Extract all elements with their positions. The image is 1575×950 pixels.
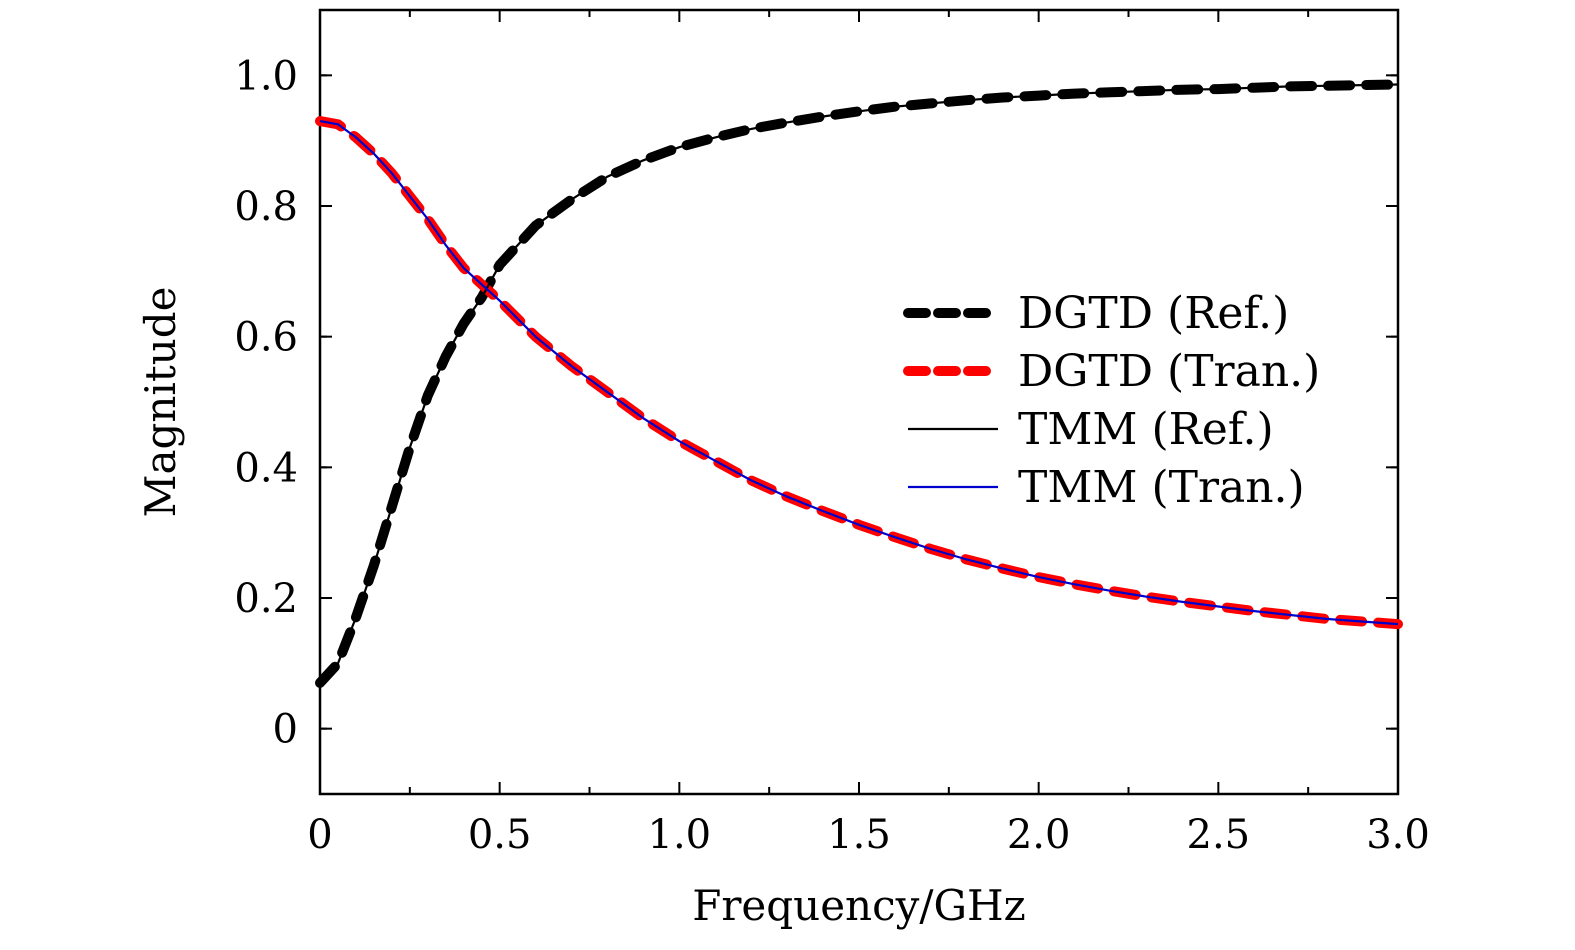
legend-label: DGTD (Ref.)	[1018, 288, 1289, 339]
x-axis-label: Frequency/GHz	[692, 881, 1026, 930]
y-tick-label: 0.8	[234, 184, 298, 230]
y-axis-label: Magnitude	[136, 286, 185, 517]
axis-ticks	[319, 10, 1399, 794]
x-tick-label: 0.5	[468, 812, 532, 858]
x-tick-label: 3.0	[1366, 812, 1430, 858]
x-tick-label: 2.5	[1187, 812, 1251, 858]
y-tick-label: 1.0	[234, 53, 298, 99]
legend: DGTD (Ref.) DGTD (Tran.) TMM (Ref.) TMM (Tr…	[903, 288, 1320, 513]
series-line-3	[319, 83, 1399, 684]
series-line-4	[319, 120, 1399, 626]
y-tick-label: 0.4	[234, 445, 298, 491]
legend-label: TMM (Tran.)	[1018, 462, 1305, 513]
y-tick-label: 0.6	[234, 315, 298, 361]
legend-label: DGTD (Tran.)	[1018, 346, 1320, 397]
x-tick-label: 0	[307, 812, 332, 858]
plot-frame	[318, 8, 1400, 796]
x-tick-label: 1.5	[827, 812, 891, 858]
legend-label: TMM (Ref.)	[1018, 404, 1274, 455]
series-layer	[315, 79, 1403, 688]
y-tick-label: 0	[273, 707, 298, 753]
y-tick-label: 0.2	[234, 576, 298, 622]
x-tick-label: 2.0	[1007, 812, 1071, 858]
x-tick-label: 1.0	[648, 812, 712, 858]
tick-labels: 0 0.5 1.0 1.5 2.0 2.5 3.0 0 0.2 0.4 0.6 0.8 1.0	[234, 53, 1429, 858]
